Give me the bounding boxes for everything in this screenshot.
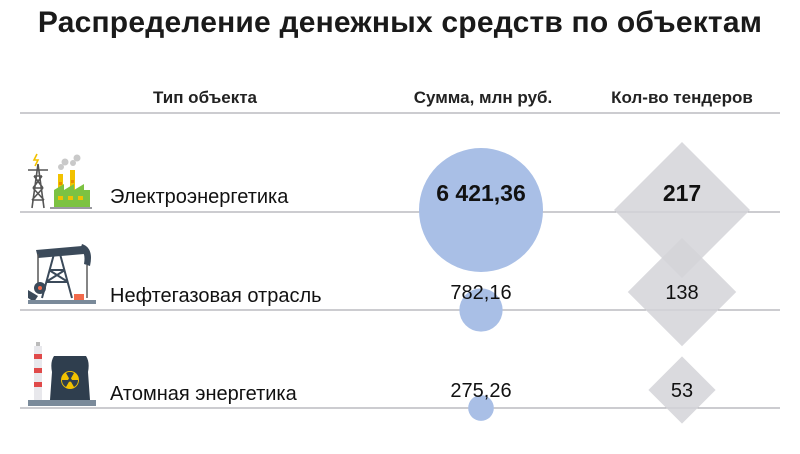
- chart-title: Распределение денежных средств по объект…: [37, 6, 763, 39]
- nuclear-plant-icon: [28, 342, 96, 406]
- count-value-label: 138: [665, 282, 698, 304]
- sum-value-label: 6 421,36: [436, 180, 526, 206]
- column-header-type: Тип объекта: [153, 88, 257, 107]
- count-value-label: 53: [671, 380, 693, 402]
- column-header-count: Кол-во тендеров: [611, 88, 753, 107]
- sum-value-label: 782,16: [450, 282, 511, 304]
- tender-count-diamond: [648, 356, 716, 424]
- oil-pump-icon: [28, 244, 96, 304]
- sum-value-label: 275,26: [450, 380, 511, 402]
- row-label-nuclear: Атомная энергетика: [110, 383, 297, 405]
- count-value-label: 217: [663, 180, 701, 206]
- power-plant-icon: [28, 153, 92, 209]
- row-label-oilgas: Нефтегазовая отрасль: [110, 285, 322, 307]
- column-header-sum: Сумма, млн руб.: [413, 88, 553, 107]
- tender-count-diamond: [627, 237, 737, 347]
- sum-bubble: [459, 288, 503, 332]
- tender-count-diamond: [614, 142, 750, 278]
- row-label-electro: Электроэнергетика: [110, 186, 289, 208]
- sum-bubble: [419, 148, 543, 272]
- sum-bubble: [468, 395, 494, 421]
